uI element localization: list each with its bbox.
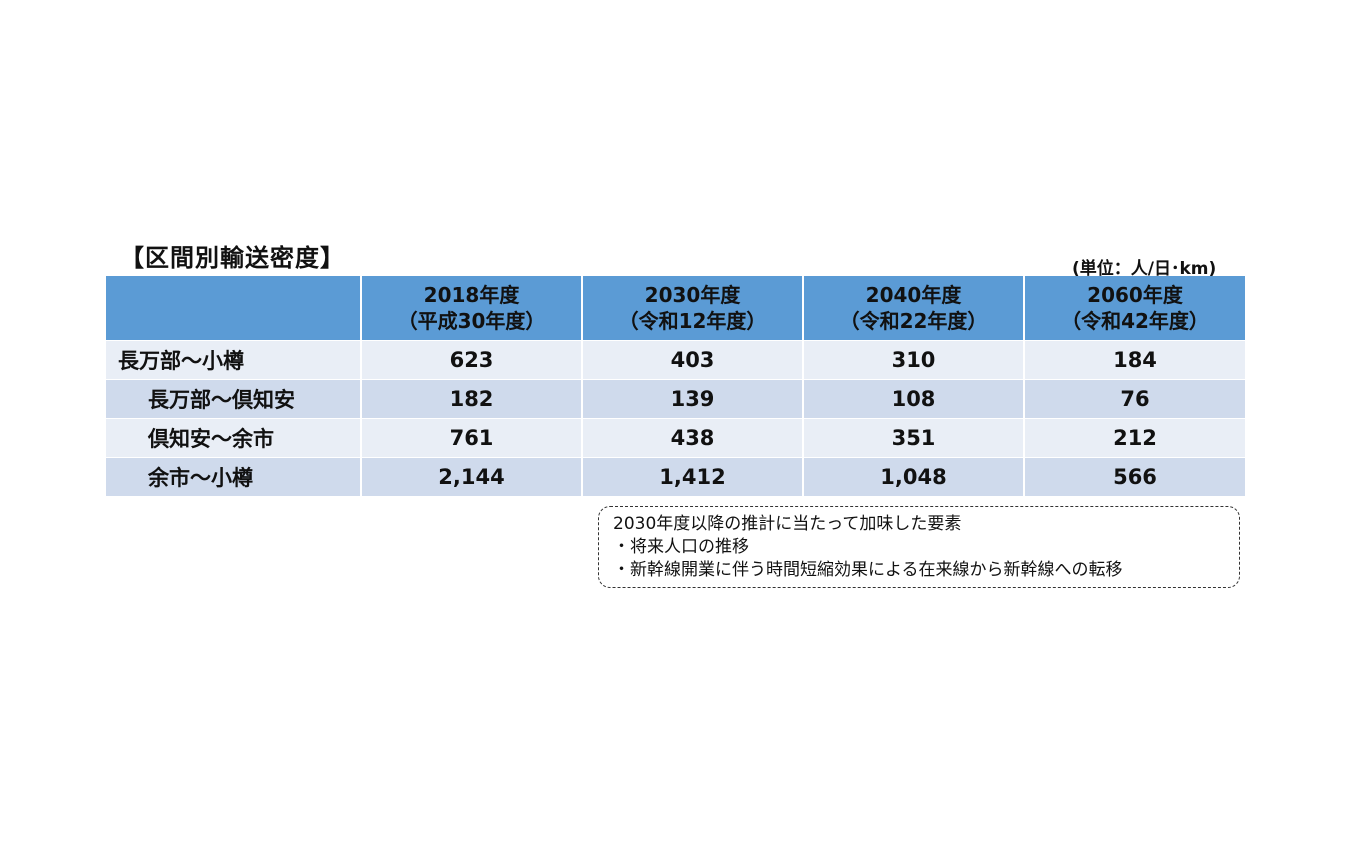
note-item: ・将来人口の推移 xyxy=(613,537,749,557)
note-heading: 2030年度以降の推計に当たって加味した要素 xyxy=(613,514,962,534)
table-cell: 76 xyxy=(1023,379,1245,419)
table-cell: 139 xyxy=(581,379,803,419)
table-cell: 2,144 xyxy=(360,457,582,496)
header-year: 2018年度 xyxy=(423,283,520,307)
table-cell: 566 xyxy=(1023,457,1245,496)
table-cell: 403 xyxy=(581,340,803,380)
estimation-note-box: 2030年度以降の推計に当たって加味した要素 ・将来人口の推移 ・新幹線開業に伴… xyxy=(598,506,1240,588)
page-title: 【区間別輸送密度】 xyxy=(120,244,345,272)
transport-density-table: 2018年度 （平成30年度） 2030年度 （令和12年度） 2040年度 （… xyxy=(106,276,1245,496)
table-row: 倶知安～余市 761 438 351 212 xyxy=(106,418,1245,458)
row-label: 長万部～小樽 xyxy=(106,340,361,380)
table-row: 長万部～倶知安 182 139 108 76 xyxy=(106,379,1245,419)
header-2030: 2030年度 （令和12年度） xyxy=(581,276,803,341)
header-era: （令和22年度） xyxy=(839,309,988,333)
header-year: 2060年度 xyxy=(1087,283,1183,307)
row-label: 余市～小樽 xyxy=(106,457,361,496)
table-cell: 310 xyxy=(802,340,1024,380)
table-row: 余市～小樽 2,144 1,412 1,048 566 xyxy=(106,457,1245,496)
header-era: （令和12年度） xyxy=(618,309,767,333)
table-cell: 761 xyxy=(360,418,582,458)
row-label: 倶知安～余市 xyxy=(106,418,361,458)
table-cell: 184 xyxy=(1023,340,1245,380)
table-cell: 623 xyxy=(360,340,582,380)
table-cell: 108 xyxy=(802,379,1024,419)
header-2018: 2018年度 （平成30年度） xyxy=(360,276,582,341)
header-2060: 2060年度 （令和42年度） xyxy=(1023,276,1245,341)
table-cell: 351 xyxy=(802,418,1024,458)
header-era: （平成30年度） xyxy=(397,309,546,333)
header-year: 2040年度 xyxy=(865,283,962,307)
table-cell: 1,048 xyxy=(802,457,1024,496)
unit-label: (単位：人/日･km) xyxy=(1072,259,1217,279)
table-cell: 438 xyxy=(581,418,803,458)
header-2040: 2040年度 （令和22年度） xyxy=(802,276,1024,341)
table-cell: 212 xyxy=(1023,418,1245,458)
header-corner xyxy=(106,276,361,341)
table-row: 長万部～小樽 623 403 310 184 xyxy=(106,340,1245,380)
table-cell: 182 xyxy=(360,379,582,419)
header-year: 2030年度 xyxy=(644,283,741,307)
row-label: 長万部～倶知安 xyxy=(106,379,361,419)
note-item: ・新幹線開業に伴う時間短縮効果による在来線から新幹線への転移 xyxy=(613,560,1123,580)
header-era: （令和42年度） xyxy=(1061,309,1209,333)
table-header-row: 2018年度 （平成30年度） 2030年度 （令和12年度） 2040年度 （… xyxy=(106,276,1245,341)
table-cell: 1,412 xyxy=(581,457,803,496)
